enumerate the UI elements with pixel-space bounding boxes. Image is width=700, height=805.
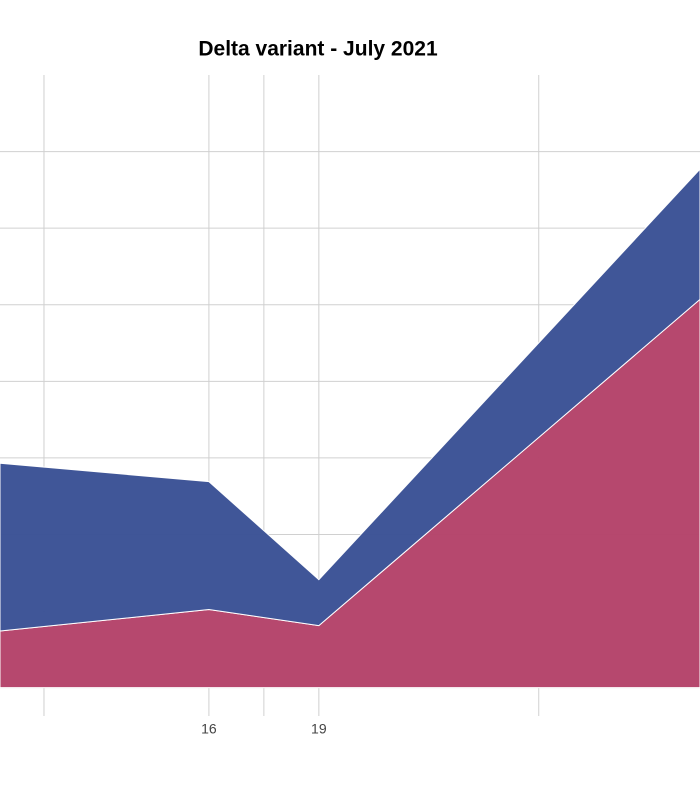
chart-title: Delta variant - July 2021: [198, 38, 438, 61]
x-tick-label: 16: [201, 721, 217, 737]
area: [0, 168, 700, 632]
x-tick-label: 19: [311, 721, 327, 737]
